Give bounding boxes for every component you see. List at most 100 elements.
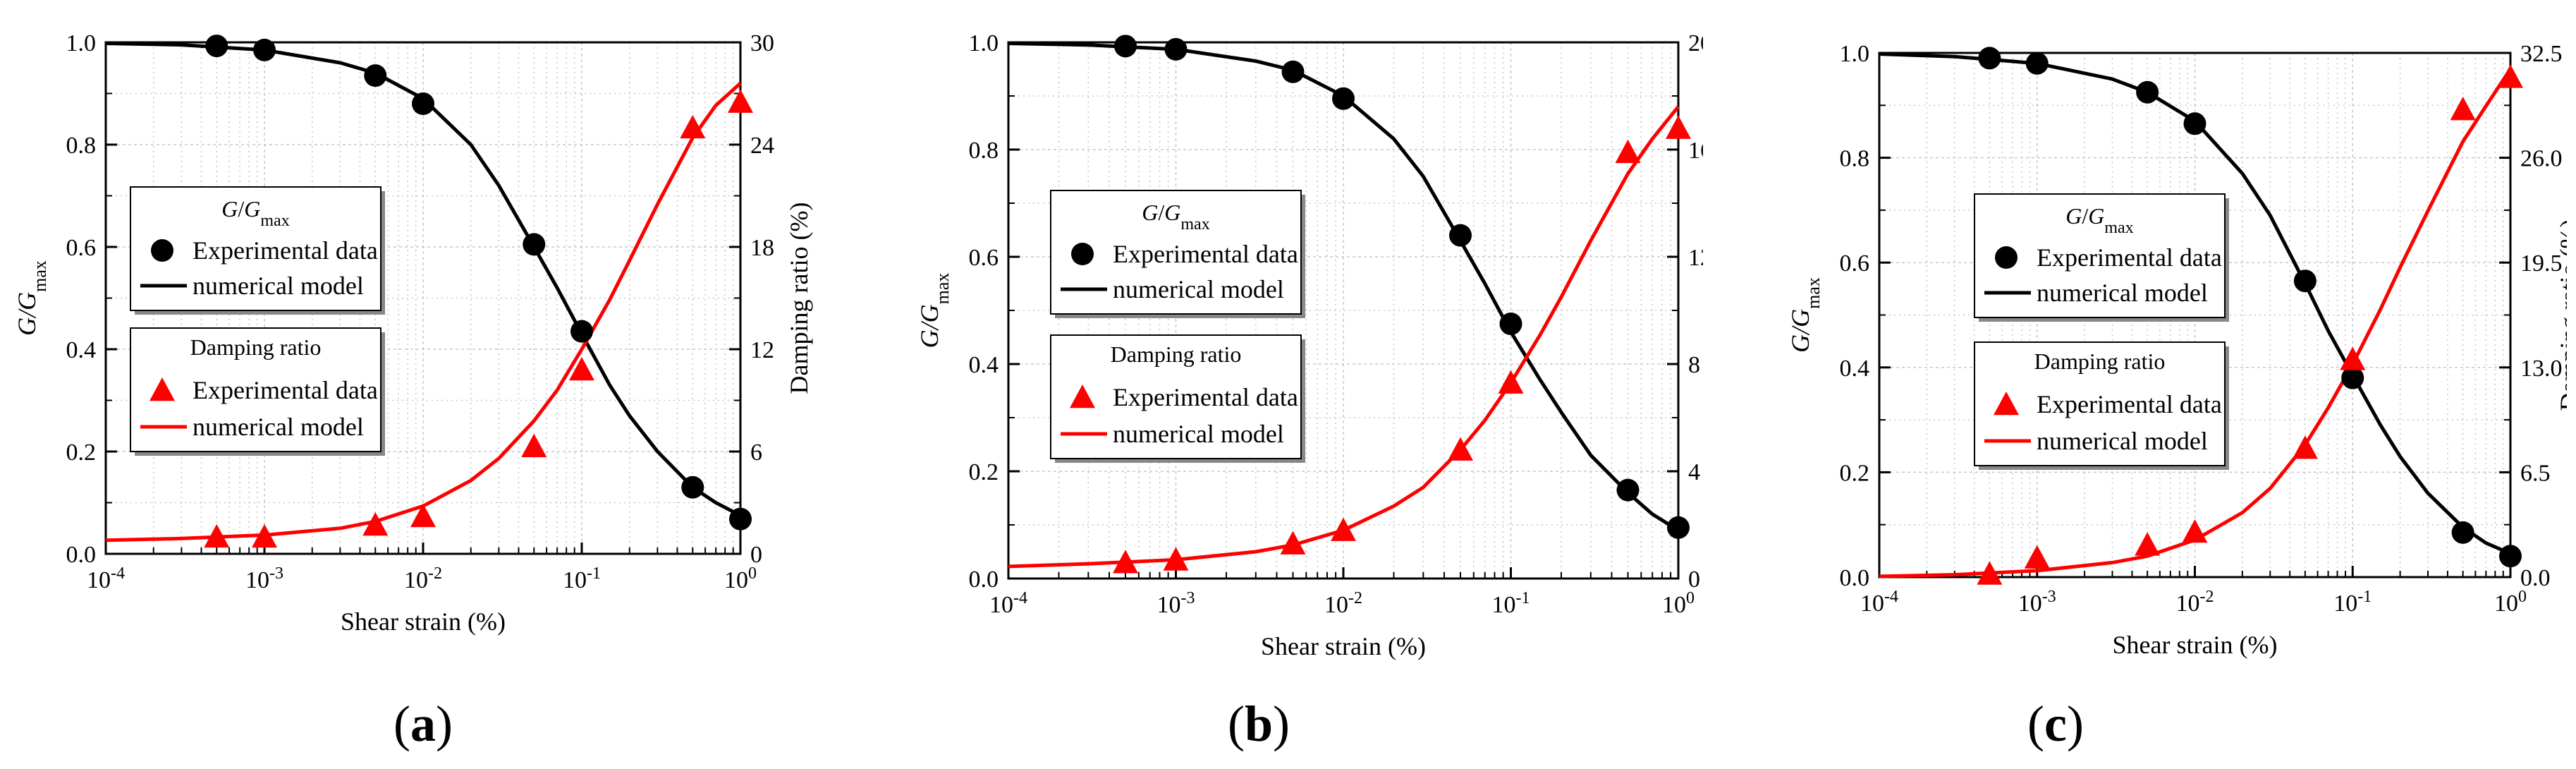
y-tick-label: 0.6	[66, 235, 97, 261]
legend-damping-model-label: numerical model	[193, 413, 364, 441]
gg-data-point	[2025, 52, 2049, 75]
y2-tick-label: 12	[750, 337, 774, 363]
damping-data-point	[1280, 531, 1306, 555]
legend-damping-exp-label: Experimental data	[193, 376, 378, 404]
legend-damping-title: Damping ratio	[2034, 349, 2166, 374]
x-axis-label: Shear strain (%)	[2113, 631, 2278, 659]
x-tick-label: 10-1	[563, 564, 601, 593]
gg-data-point	[570, 320, 593, 343]
legend-gg-title: G/Gmax	[221, 196, 289, 230]
legend-damping-exp-label: Experimental data	[2037, 390, 2222, 418]
chart-svg-b: 10-4 10-3 10-2 10-1 100 0.0 0.2 0.4 0.6 0.8 1.0 0 4 8…	[915, 30, 1751, 752]
y-tick-label: 0.2	[66, 440, 97, 466]
y-tick-label: 1.0	[1840, 41, 1870, 67]
y-tick-label: 0.0	[66, 542, 97, 568]
gg-data-point	[523, 233, 546, 256]
x-axis-label: Shear strain (%)	[1261, 632, 1426, 660]
y-tick-label: 0.6	[969, 245, 999, 271]
y2-tick-label: 0.0	[2520, 565, 2551, 591]
damping-data-point	[252, 523, 277, 548]
panel-caption: (a)	[393, 696, 453, 752]
damping-data-point	[1331, 517, 1356, 541]
damping-data-point	[1615, 139, 1641, 164]
y-tick-label: 0.4	[66, 337, 97, 363]
legend-gg-circle-marker	[1071, 243, 1094, 265]
y-tick-label: 1.0	[66, 30, 97, 56]
legend-damping-triangle-marker	[1994, 392, 2019, 416]
damping-data-point	[1163, 547, 1189, 571]
chart-panel-a: 10-4 10-3 10-2 10-1 100 0.0 0.2 0.4 0.6 0.8 1.0 0 6 1…	[0, 0, 846, 765]
y2-tick-label: 0	[750, 542, 762, 568]
y2-tick-label: 0	[1688, 567, 1700, 593]
legend-damping-model-label: numerical model	[2037, 427, 2208, 455]
y-tick-label: 0.0	[1840, 565, 1870, 591]
y2-tick-label: 24	[750, 133, 774, 159]
legend-gg-exp-label: Experimental data	[1113, 240, 1298, 268]
y2-tick-label: 26.0	[2520, 146, 2563, 172]
y-tick-label: 0.4	[969, 352, 999, 378]
legend-gg-title: G/Gmax	[1142, 200, 1209, 234]
gg-data-point	[1499, 313, 1522, 335]
chart-panel-c: 10-4 10-3 10-2 10-1 100 0.0 0.2 0.4 0.6 0.8 1.0 0.0…	[1721, 0, 2576, 765]
chart-panel-b: 10-4 10-3 10-2 10-1 100 0.0 0.2 0.4 0.6 0.8 1.0 0 4 8…	[857, 0, 1751, 765]
damping-data-point	[680, 114, 706, 139]
legend-damping	[1050, 334, 1302, 459]
x-tick-label: 10-3	[2018, 588, 2056, 617]
panel-caption: (c)	[2027, 696, 2084, 752]
gg-data-point	[1164, 37, 1188, 61]
gg-data-point	[1978, 47, 2001, 70]
y-axis-label: G/Gmax	[915, 273, 953, 349]
legend-damping-triangle-marker	[149, 377, 175, 401]
x-tick-label: 100	[1662, 589, 1695, 618]
x-tick-label: 100	[724, 564, 757, 593]
x-tick-label: 100	[2494, 588, 2527, 617]
y2-tick-label: 6.5	[2520, 460, 2551, 486]
x-tick-label: 10-4	[1860, 588, 1898, 617]
x-tick-label: 10-2	[2176, 588, 2214, 617]
y-tick-label: 0.0	[969, 567, 999, 593]
y-tick-label: 0.2	[1840, 460, 1870, 486]
y-tick-label: 0.2	[969, 459, 999, 485]
x-tick-label: 10-1	[2333, 588, 2371, 617]
panel-caption: (b)	[1228, 696, 1290, 752]
x-tick-label: 10-2	[404, 564, 442, 593]
gg-data-point	[412, 92, 434, 115]
gg-data-point	[205, 35, 228, 58]
gg-data-point	[681, 476, 704, 499]
legend-damping	[1974, 341, 2226, 466]
y2-tick-label: 20	[1688, 30, 1703, 56]
gg-data-point	[2499, 545, 2522, 568]
y2-tick-label: 6	[750, 440, 762, 466]
chart-svg-c: 10-4 10-3 10-2 10-1 1000.00.20.40.60.81.00.0…	[1786, 41, 2576, 752]
gg-data-point	[1449, 224, 1472, 247]
damping-data-point	[362, 511, 389, 536]
y-tick-label: 0.6	[1840, 250, 1870, 277]
legend-damping-title: Damping ratio	[190, 334, 322, 360]
legend-gg-circle-marker	[1995, 246, 2018, 269]
x-tick-label: 10-4	[989, 589, 1027, 618]
y-axis-label: G/Gmax	[13, 260, 50, 336]
y2-tick-label: 16	[1688, 138, 1703, 164]
damping-data-point	[2182, 519, 2208, 543]
damping-data-point	[521, 433, 547, 458]
y2-tick-label: 30	[750, 30, 774, 56]
gg-data-point	[1616, 478, 1640, 502]
y-axis-label: G/Gmax	[1786, 277, 1824, 353]
legend-gg-model-label: numerical model	[2037, 279, 2208, 307]
damping-data-point	[2135, 532, 2161, 556]
legend-gg-circle-marker	[151, 239, 173, 262]
chart-svg-a: 10-4 10-3 10-2 10-1 100 0.0 0.2 0.4 0.6 0.8 1.0 0 6 1…	[13, 30, 813, 752]
damping-data-point	[1498, 370, 1524, 394]
legend-damping	[130, 327, 381, 452]
damping-data-point	[1666, 115, 1691, 139]
damping-model-curve	[105, 82, 742, 543]
legend-damping-model-label: numerical model	[1113, 420, 1284, 448]
y-tick-label: 0.8	[66, 133, 97, 159]
gg-data-point	[2451, 521, 2474, 544]
damping-data-point	[2340, 346, 2366, 370]
damping-data-point	[728, 89, 753, 113]
y2-axis-label: Damping ratio (%)	[2555, 219, 2567, 411]
damping-data-point	[2292, 435, 2318, 459]
x-tick-label: 10-2	[1324, 589, 1362, 618]
gg-data-point	[1281, 60, 1305, 83]
